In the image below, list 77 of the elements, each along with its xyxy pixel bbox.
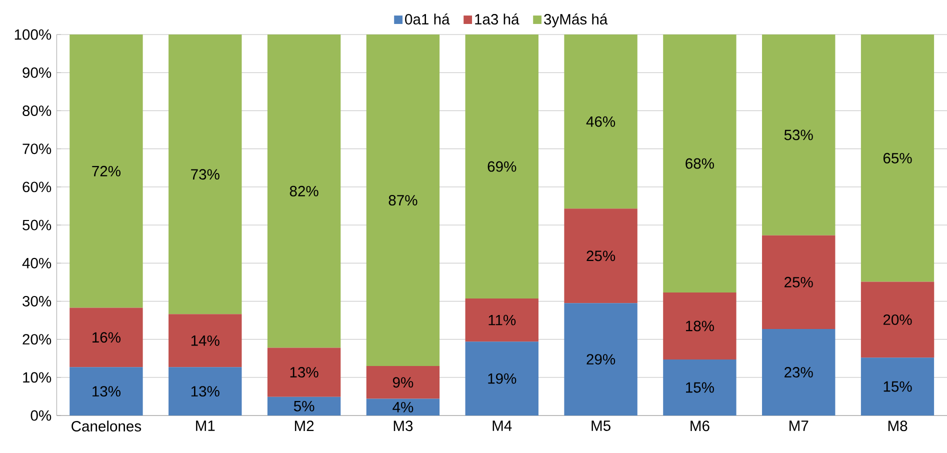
data-label: 11% — [488, 314, 516, 326]
bar — [168, 34, 242, 314]
legend-label: 3yMás há — [544, 13, 608, 28]
data-label: 19% — [488, 373, 516, 384]
bar — [366, 366, 440, 399]
x-tick-label: M4 — [492, 420, 512, 431]
y-tick-label: 10% — [23, 372, 52, 383]
data-label: 13% — [92, 386, 120, 397]
y-tick-label: 50% — [22, 220, 52, 230]
bar — [860, 358, 934, 416]
bar — [564, 34, 638, 209]
x-tick-label: M2 — [294, 420, 314, 431]
y-tick-label: 60% — [22, 182, 52, 192]
x-tick-label: M7 — [790, 420, 808, 431]
x-tick-label: M3 — [394, 420, 413, 432]
bar — [267, 396, 341, 416]
bar — [564, 303, 638, 416]
data-label: 4% — [392, 402, 414, 412]
data-label: 29% — [586, 354, 616, 365]
data-label: 9% — [392, 377, 414, 388]
data-label: 68% — [686, 158, 714, 169]
legend-label: 1a3 há — [475, 13, 520, 25]
data-label: 73% — [191, 169, 220, 180]
y-tick-label: 70% — [22, 144, 52, 154]
legend-label: 0a1 há — [405, 13, 450, 25]
data-label: 16% — [92, 332, 120, 343]
bar — [465, 34, 538, 299]
x-tick-label: M8 — [888, 420, 908, 432]
y-tick-label: 0% — [30, 410, 52, 421]
bar — [70, 367, 143, 416]
bar — [168, 367, 242, 416]
bar — [366, 398, 440, 416]
data-label: 18% — [686, 320, 714, 332]
bar — [860, 34, 934, 282]
bar — [70, 34, 143, 308]
data-label: 15% — [884, 381, 912, 392]
y-tick-label: 90% — [22, 67, 52, 78]
bar — [267, 34, 341, 348]
x-tick-label: Canelones — [72, 420, 142, 432]
y-tick-label: 20% — [22, 334, 52, 345]
data-label: 25% — [586, 250, 616, 262]
y-tick-label: 30% — [22, 296, 52, 306]
x-tick-label: M6 — [690, 420, 710, 432]
data-label: 69% — [488, 161, 516, 172]
data-label: 23% — [784, 367, 813, 378]
data-label: 53% — [784, 130, 813, 140]
data-label: 13% — [290, 367, 318, 378]
x-tick-label: M5 — [592, 420, 610, 431]
x-tick-label: M1 — [196, 420, 215, 431]
bar — [663, 360, 736, 416]
bar — [465, 298, 538, 342]
bar — [267, 348, 341, 397]
bar — [663, 292, 736, 360]
bar — [366, 34, 440, 366]
bar — [762, 34, 836, 236]
bar — [465, 342, 538, 416]
data-label: 87% — [388, 195, 418, 206]
data-label: 46% — [586, 116, 616, 127]
y-tick-label: 80% — [22, 105, 52, 116]
data-label: 72% — [92, 166, 120, 176]
bar — [564, 208, 638, 304]
bar — [762, 329, 836, 416]
bar — [663, 34, 736, 292]
bar — [168, 314, 242, 368]
data-label: 25% — [784, 276, 813, 288]
bar — [762, 235, 836, 330]
data-label: 82% — [290, 186, 318, 196]
data-label: 15% — [686, 382, 714, 393]
bar — [860, 282, 934, 358]
data-label: 5% — [294, 400, 314, 412]
bar — [70, 308, 143, 368]
data-label: 13% — [191, 386, 220, 397]
y-tick-label: 40% — [22, 258, 52, 268]
data-label: 20% — [883, 314, 912, 325]
data-label: 65% — [883, 152, 912, 164]
data-label: 14% — [191, 335, 220, 346]
y-tick-label: 100% — [14, 29, 52, 40]
